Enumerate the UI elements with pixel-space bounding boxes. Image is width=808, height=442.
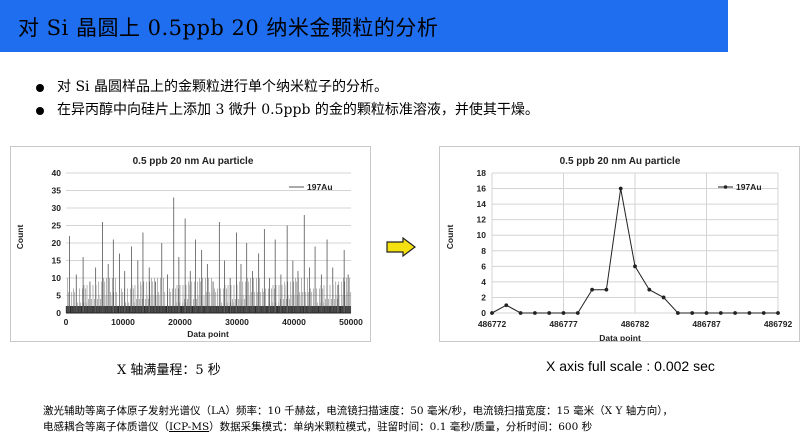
data-point <box>676 311 680 315</box>
x-tick-label: 486787 <box>692 319 721 329</box>
data-point <box>647 287 652 292</box>
bullet-item: 对 Si 晶圆样品上的金颗粒进行单个纳米粒子的分析。 <box>36 76 539 99</box>
footer-line-2-post: ）数据采集模式：单纳米颗粒模式，驻留时间：0.1 毫秒/质量，分析时间：600 … <box>209 421 593 433</box>
y-tick-label: 20 <box>52 238 62 248</box>
bullet-text: 在异丙醇中向硅片上添加 3 微升 0.5ppb 的金的颗粒标准溶液，并使其干燥。 <box>57 102 539 118</box>
data-point <box>533 311 537 315</box>
title-bar: 对 Si 晶圆上 0.5ppb 20 纳米金颗粒的分析 <box>0 0 728 52</box>
bullet-icon <box>36 107 44 115</box>
y-tick-label: 8 <box>481 246 486 256</box>
y-tick-label: 25 <box>52 221 62 231</box>
y-tick-label: 12 <box>477 215 487 225</box>
y-tick-label: 40 <box>52 168 62 178</box>
y-tick-labels: 0 5 10 15 20 25 30 35 40 <box>52 168 62 318</box>
chart-zoomed-svg: 0.5 ppb 20 nm Au particle 0 2 4 6 8 10 12 14 16 1… <box>445 156 793 343</box>
x-tick-label: 486777 <box>549 319 578 329</box>
footer-notes: 激光辅助等离子体原子发射光谱仪（LA）频率：10 千赫兹，电流镜扫描速度：50 … <box>43 403 673 435</box>
x-tick-label: 486782 <box>621 319 650 329</box>
data-point <box>747 311 752 315</box>
x-tick-label: 486772 <box>478 319 507 329</box>
y-tick-label: 35 <box>52 186 62 196</box>
data-point <box>761 311 766 315</box>
bullet-text: 对 Si 晶圆样品上的金颗粒进行单个纳米粒子的分析。 <box>57 79 388 95</box>
x-tick-label: 50000 <box>339 317 363 327</box>
legend-label: 197Au <box>736 182 762 192</box>
y-tick-label: 30 <box>52 203 62 213</box>
footer-line-2-acronym: ICP-MS <box>169 421 210 433</box>
right-arrow-icon <box>386 237 416 257</box>
gridlines <box>491 172 779 314</box>
caption-full-scale: X 轴满量程：5 秒 <box>117 363 221 378</box>
footer-line-1: 激光辅助等离子体原子发射光谱仪（LA）频率：10 千赫兹，电流镜扫描速度：50 … <box>43 405 674 417</box>
x-axis-label: Data point <box>187 329 229 339</box>
data-point <box>561 311 566 315</box>
data-point <box>504 303 509 308</box>
x-tick-labels: 486772 486777 486782 486787 486792 <box>478 319 793 329</box>
y-tick-label: 16 <box>477 184 487 194</box>
data-point <box>690 311 695 315</box>
x-tick-label: 30000 <box>225 317 249 327</box>
footer-line-2: 电感耦合等离子体质谱仪（ICP-MS）数据采集模式：单纳米颗粒模式，驻留时间：0… <box>43 419 673 435</box>
y-tick-labels: 0 2 4 6 8 10 12 14 16 18 <box>477 168 487 318</box>
y-tick-label: 14 <box>477 199 487 209</box>
data-point <box>604 287 609 292</box>
chart-zoomed: 0.5 ppb 20 nm Au particle 0 2 4 6 8 10 12 14 16 1… <box>439 146 800 343</box>
x-tick-label: 40000 <box>282 317 306 327</box>
data-point <box>704 311 709 315</box>
chart-full-scale: 0.5 ppb 20 nm Au particle 0 5 10 15 20 25 30 35… <box>10 146 371 342</box>
x-tick-label: 20000 <box>168 317 192 327</box>
y-tick-label: 5 <box>56 291 61 301</box>
legend-marker <box>723 185 728 189</box>
bullet-icon <box>36 84 44 92</box>
bullet-list: 对 Si 晶圆样品上的金颗粒进行单个纳米粒子的分析。 在异丙醇中向硅片上添加 3… <box>36 76 539 122</box>
y-tick-label: 4 <box>481 277 486 287</box>
y-tick-label: 10 <box>477 230 487 240</box>
data-point <box>518 311 523 315</box>
y-tick-label: 18 <box>477 168 487 178</box>
x-tick-label: 486792 <box>764 319 793 329</box>
chart-full-scale-svg: 0.5 ppb 20 nm Au particle 0 5 10 15 20 25 30 35… <box>15 156 363 339</box>
y-tick-label: 10 <box>52 273 62 283</box>
data-point <box>776 311 780 315</box>
data-point <box>547 311 552 315</box>
x-axis-label: Data point <box>599 333 641 341</box>
data-points <box>490 186 780 315</box>
x-tick-labels: 0 10000 20000 30000 40000 50000 <box>64 317 363 327</box>
data-point <box>733 311 737 315</box>
y-axis-label: Count <box>445 225 455 250</box>
x-tick-label: 10000 <box>111 317 135 327</box>
data-series <box>65 197 352 313</box>
caption-zoomed: X axis full scale : 0.002 sec <box>546 358 715 374</box>
y-tick-label: 0 <box>481 308 486 318</box>
footer-line-2-pre: 电感耦合等离子体质谱仪（ <box>43 421 169 433</box>
y-tick-label: 0 <box>56 308 61 318</box>
legend-label: 197Au <box>307 182 333 192</box>
y-axis-label: Count <box>15 225 25 250</box>
data-point <box>575 311 580 315</box>
bullet-item: 在异丙醇中向硅片上添加 3 微升 0.5ppb 的金的颗粒标准溶液，并使其干燥。 <box>36 99 539 122</box>
data-point <box>618 186 623 191</box>
data-point <box>661 295 666 300</box>
y-tick-label: 6 <box>481 261 486 271</box>
data-point <box>633 264 637 269</box>
y-tick-label: 2 <box>481 292 486 302</box>
data-point <box>590 287 594 292</box>
y-tick-label: 15 <box>52 256 62 266</box>
chart-title: 0.5 ppb 20 nm Au particle <box>133 156 254 167</box>
chart-title: 0.5 ppb 20 nm Au particle <box>560 156 681 167</box>
x-tick-label: 0 <box>64 317 69 327</box>
slide-title: 对 Si 晶圆上 0.5ppb 20 纳米金颗粒的分析 <box>18 16 439 40</box>
data-point <box>718 311 723 315</box>
data-point <box>490 311 494 315</box>
